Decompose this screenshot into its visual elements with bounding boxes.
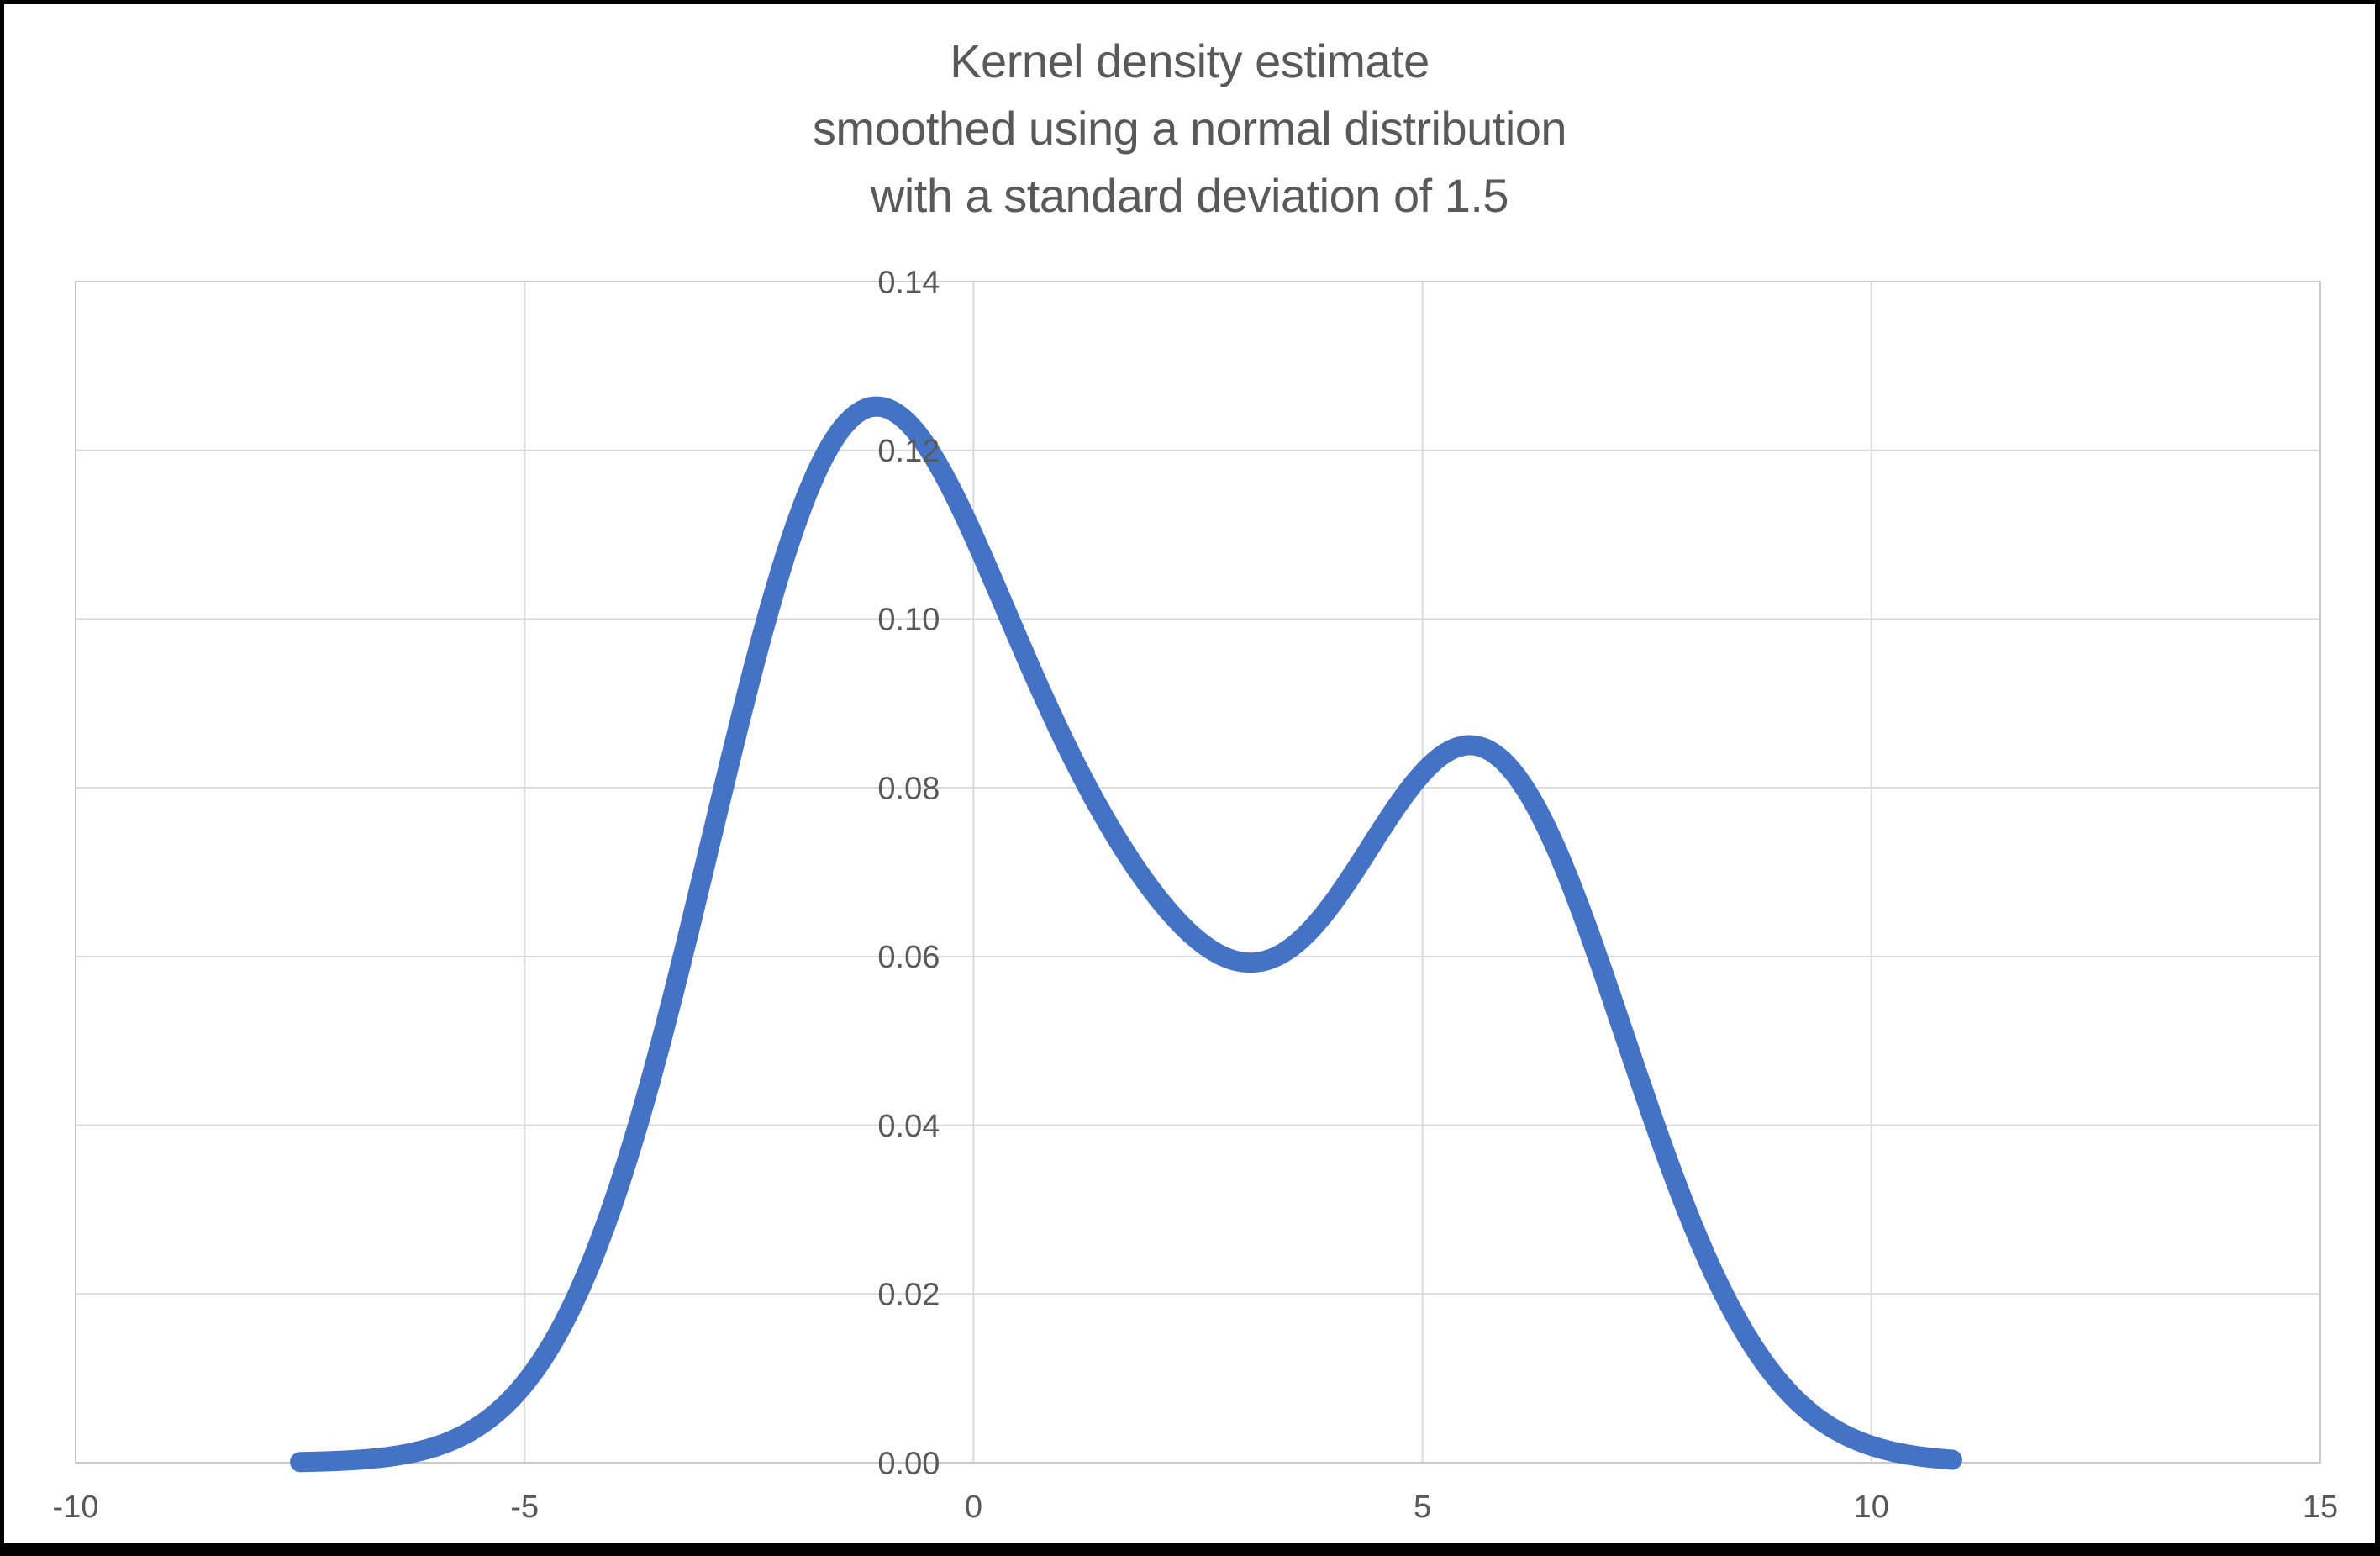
plot-border <box>75 281 2321 1464</box>
y-axis-tick-label: 0.14 <box>877 265 940 300</box>
chart-title-line-1: Kernel density estimate <box>950 34 1430 87</box>
chart-title: Kernel density estimate smoothed using a… <box>4 28 2375 229</box>
x-axis-tick-label: 0 <box>965 1490 982 1525</box>
x-axis-tick-label: -5 <box>510 1490 539 1525</box>
y-axis-tick-label: 0.06 <box>877 940 940 975</box>
y-axis-tick-label: 0.12 <box>877 434 940 469</box>
x-axis-tick-label: 10 <box>1854 1490 1889 1525</box>
y-axis-tick-label: 0.02 <box>877 1278 940 1313</box>
x-axis-tick-label: 15 <box>2303 1490 2338 1525</box>
kde-curve <box>290 396 1962 1473</box>
kde-plot-area: 0.00 0.02 0.04 0.06 0.08 0.10 0.12 0.14 -10 -5 0 5 1… <box>53 265 2339 1525</box>
chart-title-line-3: with a standard deviation of 1.5 <box>870 169 1509 222</box>
x-axis-tick-label: 5 <box>1414 1490 1431 1525</box>
chart-title-line-2: smoothed using a normal distribution <box>812 102 1567 155</box>
y-axis-tick-label: 0.08 <box>877 771 940 806</box>
y-axis-tick-label: 0.10 <box>877 603 940 638</box>
y-axis-tick-label: 0.00 <box>877 1446 940 1481</box>
x-axis-tick-label: -10 <box>53 1490 99 1525</box>
y-axis-tick-label: 0.04 <box>877 1109 940 1144</box>
